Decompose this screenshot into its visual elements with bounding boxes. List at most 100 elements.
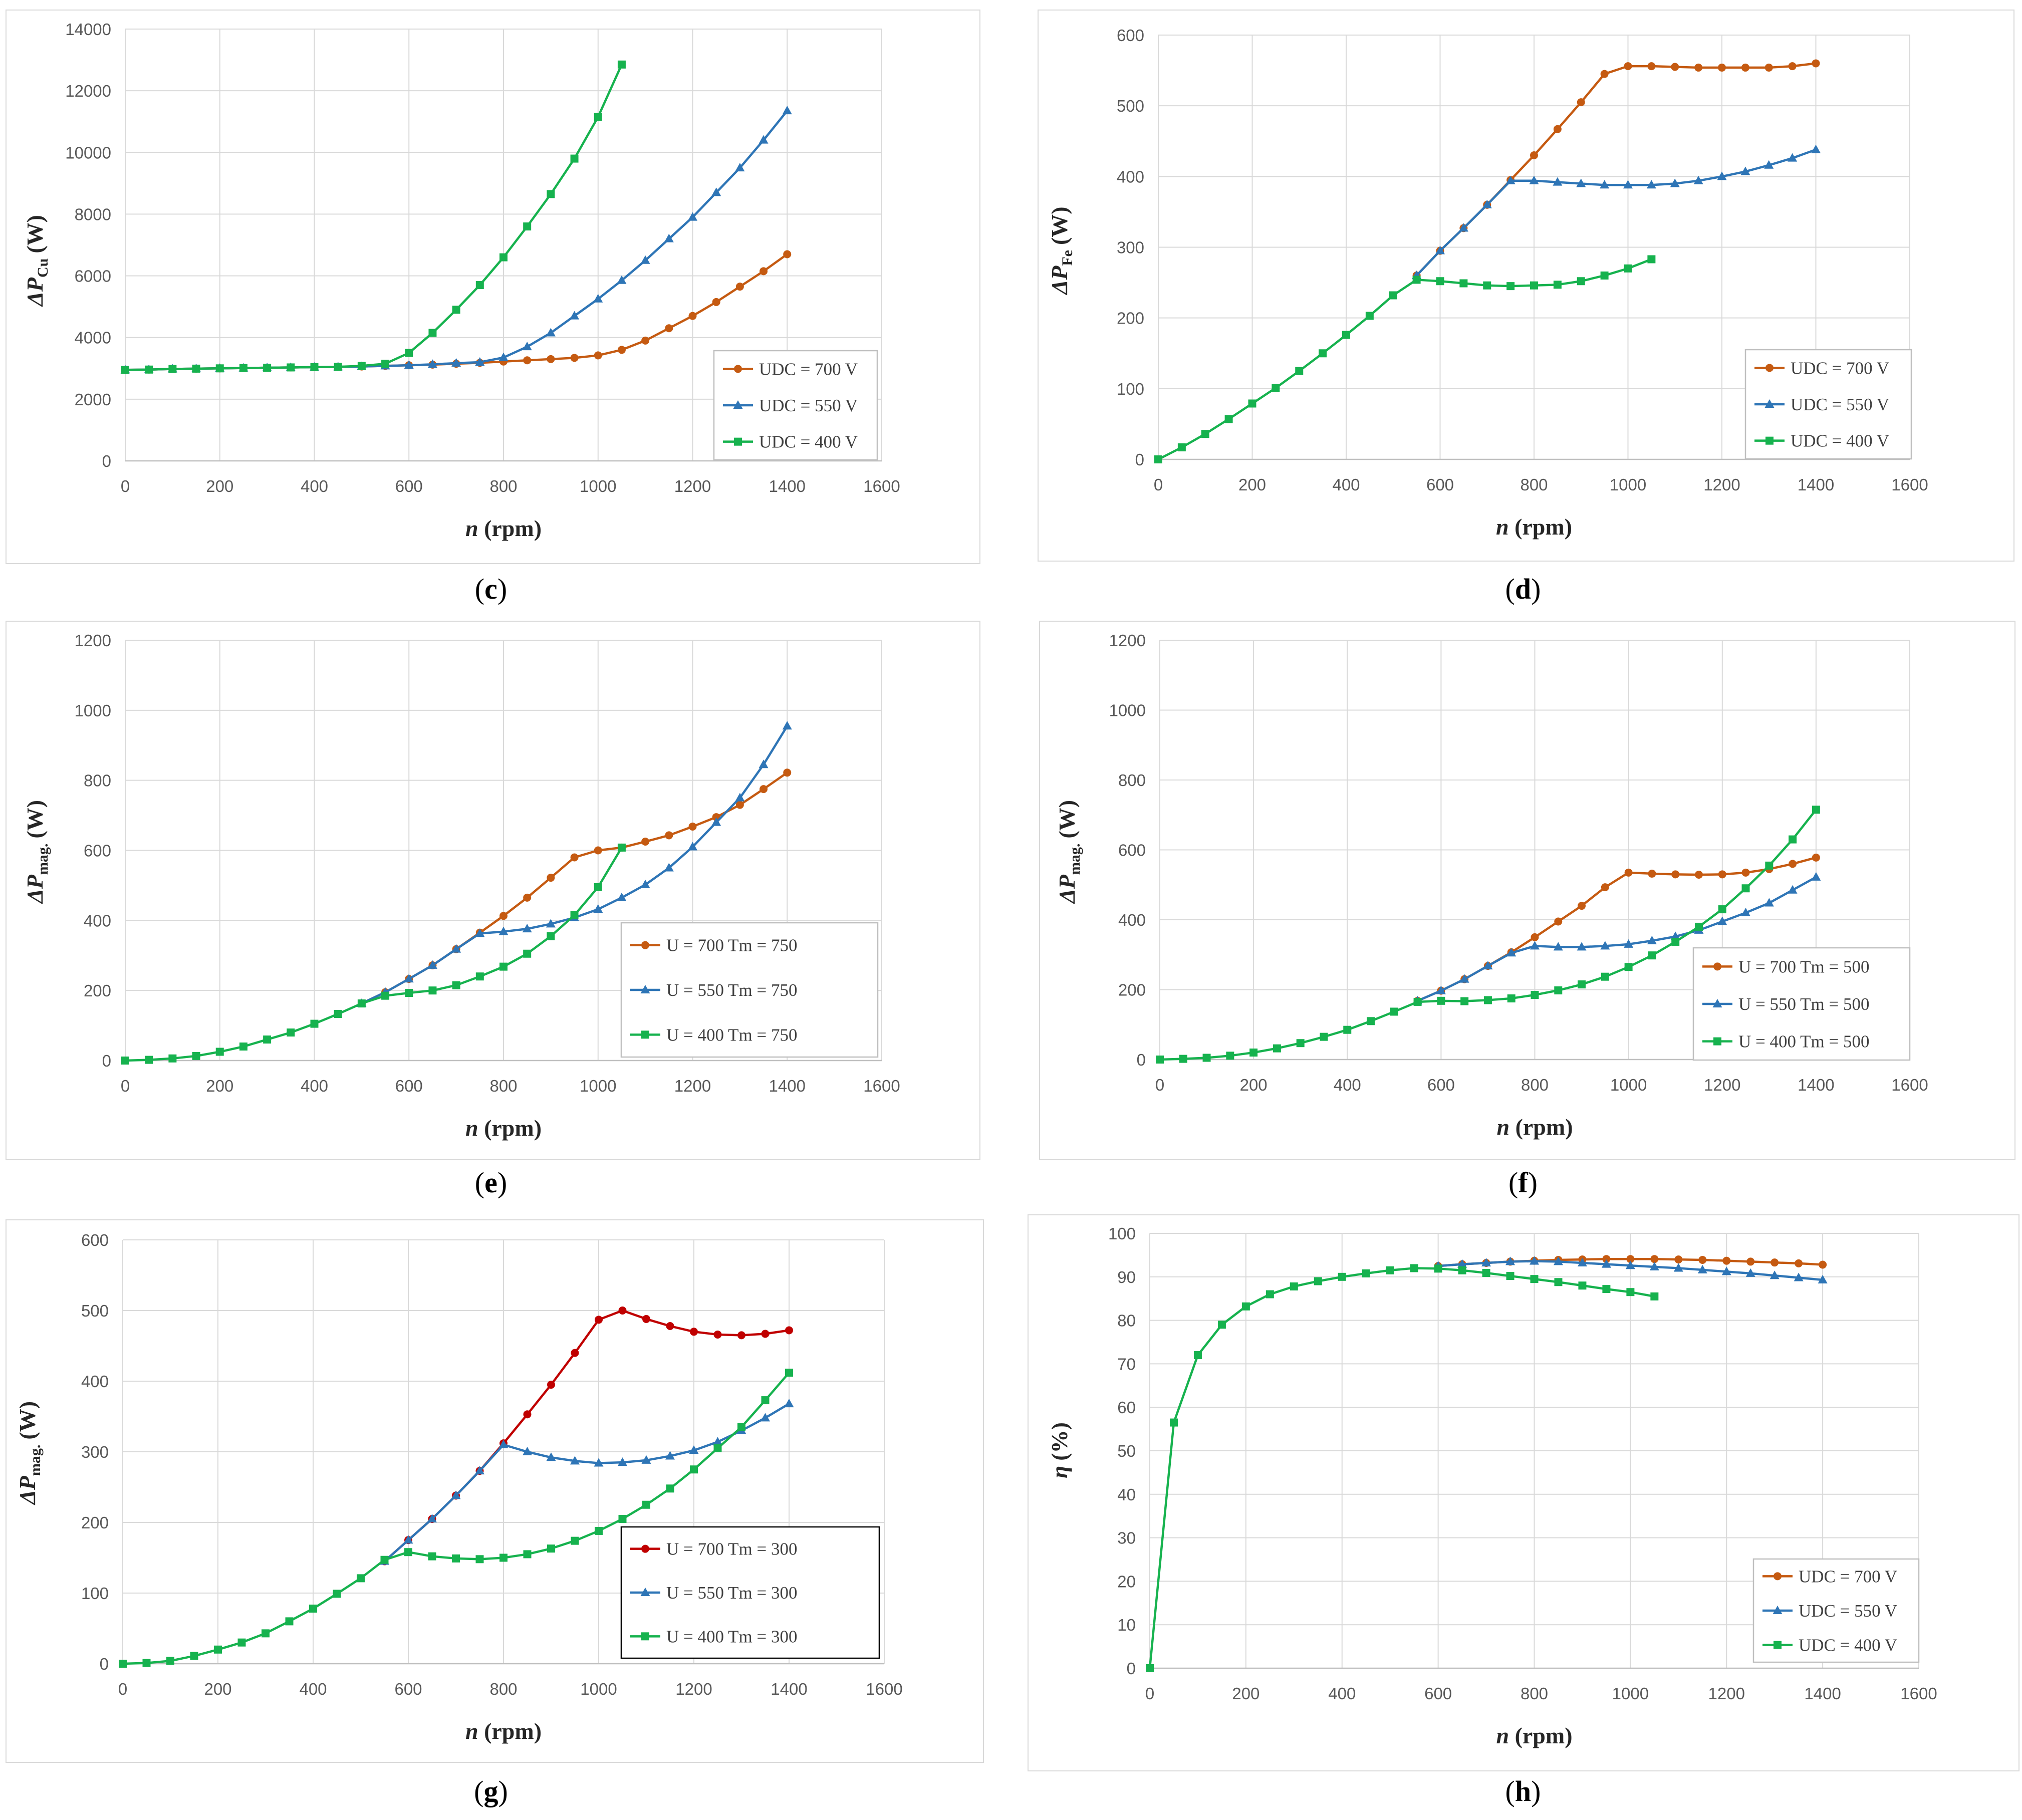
legend-swatch-marker	[734, 365, 742, 373]
y-axis-unit: (W)	[22, 215, 48, 253]
data-point	[215, 364, 224, 373]
data-point	[192, 364, 200, 373]
data-point	[665, 831, 673, 840]
data-point	[192, 1052, 200, 1060]
series-line	[1157, 258, 1652, 461]
data-point	[1390, 1007, 1398, 1016]
data-point	[1169, 1418, 1178, 1427]
y-tick-label: 6000	[75, 267, 111, 286]
x-axis-var: n	[1496, 1723, 1509, 1748]
x-tick-label: 400	[299, 1680, 327, 1698]
data-point	[594, 883, 602, 891]
x-tick-label: 1600	[1891, 475, 1928, 494]
series-line	[1148, 1267, 1655, 1669]
y-axis-subscript: mag.	[1067, 844, 1083, 875]
data-point	[498, 352, 509, 361]
x-tick-label: 1400	[1798, 475, 1834, 494]
y-tick-label: 50	[1117, 1442, 1136, 1460]
y-axis-prefix: ΔP	[22, 874, 48, 904]
data-point	[1576, 178, 1586, 187]
data-point	[711, 187, 721, 196]
y-tick-label: 200	[1118, 981, 1146, 999]
x-axis-title: n (rpm)	[1496, 1114, 1573, 1140]
x-tick-label: 400	[1332, 475, 1360, 494]
x-axis-unit: (rpm)	[484, 1115, 542, 1141]
data-point	[1482, 1268, 1490, 1277]
data-point	[546, 919, 556, 928]
data-point	[1698, 1255, 1707, 1264]
y-axis-subscript: Fe	[1059, 250, 1076, 266]
data-point	[1624, 264, 1632, 273]
panel-label: (e)	[475, 1166, 507, 1199]
data-point	[287, 1028, 295, 1037]
panel-label-letter: e	[484, 1166, 497, 1199]
x-tick-label: 1200	[1708, 1684, 1745, 1703]
panel-label-close: )	[497, 1166, 507, 1199]
data-point	[1601, 972, 1609, 981]
data-point	[1694, 922, 1703, 931]
data-point	[1770, 1270, 1780, 1279]
data-point	[1482, 199, 1492, 208]
data-point	[547, 1544, 555, 1553]
data-point	[1741, 908, 1751, 917]
data-point	[1531, 933, 1539, 941]
data-point	[593, 294, 603, 303]
legend-label: UDC = 550 V	[759, 396, 858, 415]
data-point	[475, 357, 485, 366]
data-point	[737, 1331, 745, 1340]
data-point	[593, 904, 603, 913]
data-point	[1648, 951, 1656, 960]
data-point	[1649, 1261, 1659, 1270]
x-tick-label: 1600	[1900, 1684, 1937, 1703]
data-point	[121, 366, 129, 374]
data-point	[1295, 367, 1304, 375]
y-tick-label: 100	[1108, 1224, 1136, 1243]
legend-item-3: UDC = 400 V	[1754, 431, 1889, 451]
x-tick-label: 1400	[1804, 1684, 1841, 1703]
data-point	[1811, 872, 1821, 881]
data-point	[782, 106, 792, 115]
data-point	[334, 363, 342, 371]
data-point	[1819, 1260, 1827, 1269]
y-tick-label: 20	[1117, 1572, 1136, 1591]
y-tick-label: 400	[81, 1372, 109, 1391]
legend-item-2: U = 550 Tm = 300	[630, 1583, 797, 1603]
data-point	[1673, 1263, 1683, 1272]
data-point	[475, 1555, 484, 1564]
data-point	[1436, 985, 1446, 994]
series-3	[1146, 1264, 1659, 1672]
data-point	[547, 874, 555, 882]
data-point	[1553, 942, 1563, 951]
data-point	[640, 255, 650, 264]
data-point	[404, 974, 414, 983]
y-tick-label: 600	[81, 1231, 109, 1249]
data-point	[404, 360, 414, 369]
x-axis-title: n (rpm)	[465, 1718, 542, 1744]
data-point	[1434, 1264, 1442, 1273]
data-point	[1530, 1275, 1539, 1283]
x-tick-label: 200	[1232, 1684, 1259, 1703]
y-tick-label: 0	[102, 1052, 111, 1070]
data-point	[617, 346, 626, 354]
x-tick-label: 200	[1238, 475, 1266, 494]
x-tick-label: 800	[1521, 1684, 1548, 1703]
series-line	[125, 847, 623, 1062]
data-point	[310, 1019, 319, 1028]
y-tick-label: 500	[81, 1302, 109, 1320]
chart-panel-d: 0 200 400 600 800 1000 1200 1400 1600 0 100 200 300 4…	[1038, 10, 2014, 605]
x-axis-var: n	[465, 515, 478, 541]
data-point	[1601, 1259, 1611, 1268]
data-point	[166, 1657, 174, 1665]
data-point	[380, 1555, 389, 1564]
data-point	[1674, 1255, 1683, 1264]
data-point	[142, 1659, 151, 1667]
x-axis-spacer	[478, 1115, 484, 1141]
data-point	[523, 1410, 532, 1419]
data-point	[1266, 1290, 1274, 1298]
y-tick-label: 0	[1137, 1051, 1146, 1069]
data-point	[688, 312, 697, 320]
y-axis-prefix: ΔP	[1054, 874, 1080, 904]
data-point	[1362, 1269, 1370, 1277]
data-point	[1483, 961, 1493, 970]
panel-label-close: )	[497, 573, 507, 605]
